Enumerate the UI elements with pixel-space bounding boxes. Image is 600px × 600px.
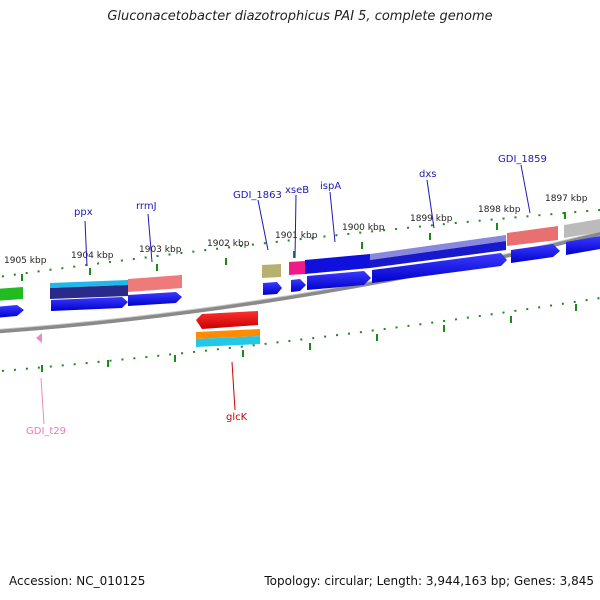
arrow-xseB	[291, 279, 306, 292]
feature-xseB	[289, 261, 305, 275]
reverse-gene-glcK	[196, 311, 260, 347]
tick-label: 1897 kbp	[545, 194, 588, 204]
feature-ppx-navy	[50, 285, 128, 299]
tick-label: 1900 kbp	[342, 223, 385, 233]
feature-GDI_1863	[262, 264, 281, 278]
feature-glcK-cyan	[196, 336, 260, 347]
feature-ispA	[305, 254, 370, 274]
inner-tick-ring	[0, 297, 600, 373]
feature-green	[0, 287, 23, 301]
feature-dxs-light	[370, 235, 506, 260]
label-leader-lines	[40, 164, 531, 425]
arrow-edge	[566, 236, 600, 255]
trna-marker	[36, 333, 42, 343]
feature-bars-outer	[0, 219, 600, 301]
tick-label: 1903 kbp	[139, 245, 182, 255]
gene-label-rrmJ: rrmJ	[136, 201, 157, 212]
feature-glcK-orange	[196, 329, 260, 339]
map-title: Gluconacetobacter diazotrophicus PAI 5, …	[107, 9, 493, 24]
tick-label: 1905 kbp	[4, 256, 47, 266]
tick-label: 1899 kbp	[410, 214, 453, 224]
arrow-ppx	[51, 297, 128, 311]
feature-grey	[564, 219, 600, 238]
feature-rrmJ	[128, 275, 182, 292]
tick-label: 1902 kbp	[207, 239, 250, 249]
gene-label-GDI_1859: GDI_1859	[498, 154, 547, 165]
major-ticks	[21, 212, 577, 372]
gene-label-glcK: glcK	[226, 412, 248, 423]
accession-text: Accession: NC_010125	[9, 574, 146, 588]
tick-label: 1898 kbp	[478, 205, 521, 215]
arrow-GDI_1863	[263, 282, 282, 295]
gene-label-GDI_1863: GDI_1863	[233, 190, 282, 201]
gene-label-dxs: dxs	[419, 169, 436, 180]
tick-label: 1904 kbp	[71, 251, 114, 261]
gene-label-xseB: xseB	[285, 185, 309, 196]
arrow-glcK	[196, 311, 258, 329]
outer-tick-ring	[0, 209, 600, 278]
arrow-forward	[0, 305, 24, 318]
forward-gene-arrows	[0, 236, 600, 318]
arrow-ispA	[307, 271, 371, 290]
arrow-rrmJ	[128, 292, 182, 306]
gene-label-GDI_t29: GDI_t29	[26, 426, 66, 437]
feature-dxs-dark	[370, 241, 506, 268]
gene-label-ispA: ispA	[320, 181, 341, 192]
arrow-dxs	[372, 253, 507, 283]
feature-ppx-cyan	[50, 280, 128, 288]
topology-text: Topology: circular; Length: 3,944,163 bp…	[264, 574, 594, 588]
feature-GDI_1859	[507, 226, 558, 246]
tick-label: 1901 kbp	[275, 231, 318, 241]
gene-label-ppx: ppx	[74, 207, 93, 218]
arrow-GDI_1859	[511, 244, 560, 263]
